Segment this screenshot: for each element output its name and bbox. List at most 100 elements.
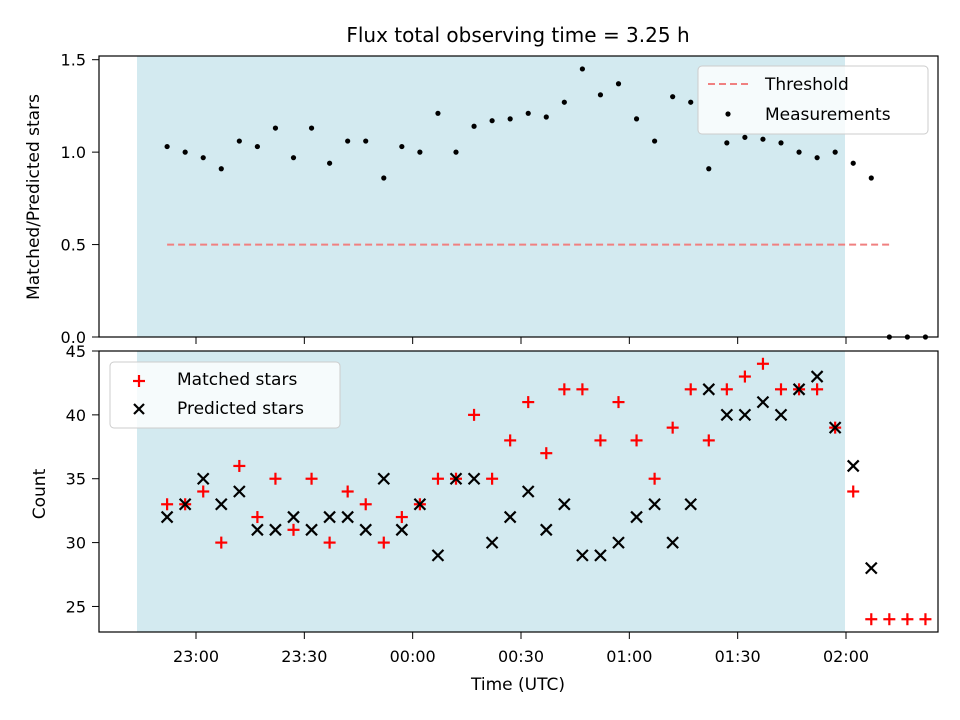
measurement-point [688, 99, 694, 105]
matched-star-point [395, 511, 408, 524]
predicted-star-point [214, 497, 228, 511]
matched-star-point [305, 472, 318, 485]
predicted-star-point [503, 510, 517, 524]
matched-star-point [594, 434, 607, 447]
bottom-y-tick-label: 40 [66, 406, 86, 425]
predicted-star-point [160, 510, 174, 524]
predicted-star-point [323, 510, 336, 524]
legend-matched-label: Matched stars [177, 370, 297, 390]
chart-title: Flux total observing time = 3.25 h [346, 23, 689, 47]
matched-star-point [504, 434, 517, 447]
measurement-point [724, 140, 730, 146]
top-legend: Threshold Measurements [697, 65, 929, 135]
predicted-star-point [359, 523, 373, 537]
predicted-star-point [305, 523, 318, 537]
top-y-tick-label: 0.5 [61, 236, 86, 255]
predicted-star-point [612, 536, 625, 549]
measurement-point [345, 138, 351, 144]
matched-star-point [612, 396, 625, 409]
predicted-star-point [395, 523, 409, 537]
predicted-star-point [196, 472, 210, 486]
matched-star-point [522, 396, 535, 409]
measurement-point [832, 149, 838, 155]
bottom-y-tick-label: 25 [66, 597, 86, 616]
predicted-star-point [178, 497, 192, 511]
matched-star-point [811, 383, 824, 396]
matched-star-point [341, 485, 354, 498]
measurement-point [200, 155, 206, 161]
predicted-star-point [648, 497, 661, 511]
measurement-point [633, 116, 640, 122]
x-tick-label: 01:00 [606, 647, 652, 666]
predicted-star-point [666, 536, 679, 549]
measurement-point [399, 143, 405, 150]
predicted-star-point [846, 459, 860, 473]
matched-star-point [738, 370, 751, 383]
predicted-star-point [702, 383, 716, 396]
measurement-point [597, 92, 604, 98]
bottom-legend: Matched stars Predicted stars [109, 361, 341, 429]
measurement-point [615, 81, 622, 87]
measurement-point [254, 143, 260, 150]
matched-star-point [756, 357, 769, 370]
matched-star-point [684, 383, 697, 396]
predicted-star-point [738, 408, 752, 422]
measurement-point [652, 138, 658, 144]
legend-predicted-label: Predicted stars [177, 399, 304, 419]
matched-star-point [666, 421, 679, 434]
top-y-tick-label: 1.5 [61, 51, 86, 70]
matched-star-point [901, 613, 914, 626]
measurement-point [381, 175, 387, 181]
x-tick-label: 23:00 [173, 647, 219, 666]
top-y-tick-label: 0.0 [61, 328, 86, 347]
measurement-point [417, 149, 423, 155]
matched-star-point [919, 613, 932, 626]
matched-star-point [883, 613, 896, 626]
bottom-y-tick-label: 35 [66, 470, 86, 489]
matched-star-point [865, 613, 878, 626]
matched-star-point [197, 485, 210, 498]
top-panel: 0.0 0.5 1.0 1.5 Flux total observing time =… [24, 23, 939, 347]
matched-star-point [323, 536, 336, 549]
top-y-axis-label: Matched/Predicted stars [24, 94, 44, 300]
matched-star-point [233, 459, 246, 472]
matched-star-point [468, 408, 481, 421]
measurement-point [760, 136, 766, 142]
x-tick-label: 01:30 [715, 647, 761, 666]
measurement-point [236, 138, 242, 144]
predicted-star-point [792, 383, 806, 396]
measurement-point [182, 149, 188, 155]
matched-star-point [269, 472, 282, 485]
legend-predicted-swatch [133, 403, 145, 415]
top-legend-box [697, 65, 929, 135]
measurement-point [272, 125, 279, 131]
predicted-star-point [449, 472, 463, 486]
predicted-star-point [485, 536, 499, 549]
x-axis-label: Time (UTC) [470, 675, 565, 695]
measurement-point [290, 155, 297, 161]
bottom-y-tick-label: 45 [66, 342, 86, 361]
predicted-star-point [630, 510, 643, 524]
predicted-star-point [720, 408, 734, 422]
predicted-star-point [864, 561, 878, 575]
legend-measurements-swatch [725, 111, 731, 117]
bottom-axes-frame [98, 350, 939, 633]
legend-measurements-label: Measurements [765, 105, 891, 125]
matched-star-point [576, 383, 589, 396]
x-tick-label: 23:30 [281, 647, 327, 666]
measurement-point [778, 140, 784, 146]
measurement-point [670, 94, 676, 100]
bottom-legend-box [109, 361, 341, 429]
matched-star-point [775, 383, 787, 396]
x-tick-label: 00:00 [390, 647, 436, 666]
predicted-star-point [774, 408, 788, 422]
predicted-star-point [413, 497, 427, 511]
predicted-star-point [828, 421, 842, 434]
measurement-point [489, 118, 495, 124]
measurement-point [453, 149, 459, 155]
matched-star-point [287, 523, 300, 536]
predicted-star-point [467, 472, 481, 486]
measurement-point [742, 134, 748, 140]
matched-star-point [377, 536, 390, 549]
